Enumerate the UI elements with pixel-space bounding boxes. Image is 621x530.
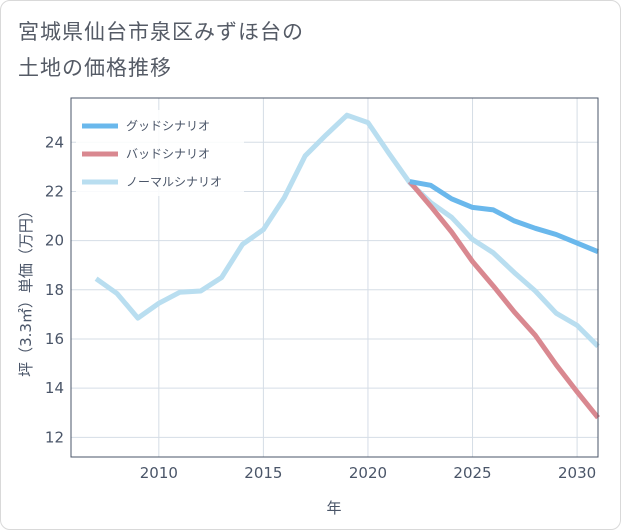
title-line-1: 宮城県仙台市泉区みずほ台の: [18, 20, 304, 44]
x-tick-label: 2010: [140, 464, 178, 482]
plot-frame: [70, 97, 599, 458]
legend-label[interactable]: グッドシナリオ: [126, 119, 210, 133]
y-axis-title: 坪（3.3㎡）単価（万円）: [17, 203, 35, 377]
chart-title: 宮城県仙台市泉区みずほ台の 土地の価格推移: [18, 14, 304, 86]
title-line-2: 土地の価格推移: [18, 56, 172, 80]
series-lines: [94, 112, 600, 420]
series-line-0: [409, 179, 599, 255]
y-tick-label: 24: [45, 133, 64, 151]
series-line-2: [94, 112, 600, 349]
y-tick-label: 20: [45, 232, 64, 250]
x-tick-label: 2015: [244, 464, 282, 482]
x-axis-title: 年: [326, 499, 341, 517]
y-tick-label: 22: [45, 182, 64, 200]
legend-label[interactable]: ノーマルシナリオ: [126, 175, 222, 189]
x-tick-label: 2030: [558, 464, 596, 482]
y-tick-label: 14: [45, 379, 64, 397]
y-axis-ticks: 12 14 16 18 20 22 24: [45, 133, 64, 446]
series-line-1: [407, 179, 600, 420]
x-tick-label: 2020: [349, 464, 387, 482]
x-axis-ticks: 2010 2015 2020 2025 2030: [140, 464, 596, 482]
legend-label[interactable]: バッドシナリオ: [126, 147, 210, 161]
x-tick-label: 2025: [453, 464, 491, 482]
y-tick-label: 16: [45, 330, 64, 348]
y-tick-label: 12: [45, 428, 64, 446]
y-tick-label: 18: [45, 281, 64, 299]
